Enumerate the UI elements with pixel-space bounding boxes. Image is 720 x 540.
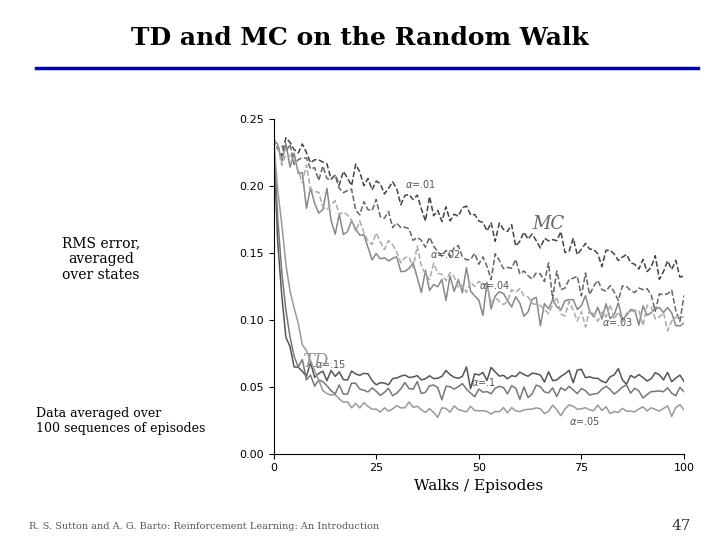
Text: $\alpha$=.1: $\alpha$=.1 [471,376,495,388]
Text: $\alpha$=.01: $\alpha$=.01 [405,178,436,190]
Text: MC: MC [532,215,564,233]
Text: Data averaged over
100 sequences of episodes: Data averaged over 100 sequences of epis… [36,407,205,435]
Text: TD: TD [302,353,329,370]
Text: $\alpha$=.04: $\alpha$=.04 [479,280,510,292]
Text: TD and MC on the Random Walk: TD and MC on the Random Walk [131,26,589,50]
Text: RMS error,
averaged
over states: RMS error, averaged over states [62,236,140,282]
Text: R. S. Sutton and A. G. Barto: Reinforcement Learning: An Introduction: R. S. Sutton and A. G. Barto: Reinforcem… [29,522,379,531]
Text: $\alpha$=.05: $\alpha$=.05 [569,415,600,427]
Text: $\alpha$=.02: $\alpha$=.02 [430,248,461,260]
Text: $\alpha$=.15: $\alpha$=.15 [315,357,346,370]
Text: $\alpha$=.03: $\alpha$=.03 [602,315,633,328]
Text: 47: 47 [672,519,691,534]
X-axis label: Walks / Episodes: Walks / Episodes [414,479,544,493]
